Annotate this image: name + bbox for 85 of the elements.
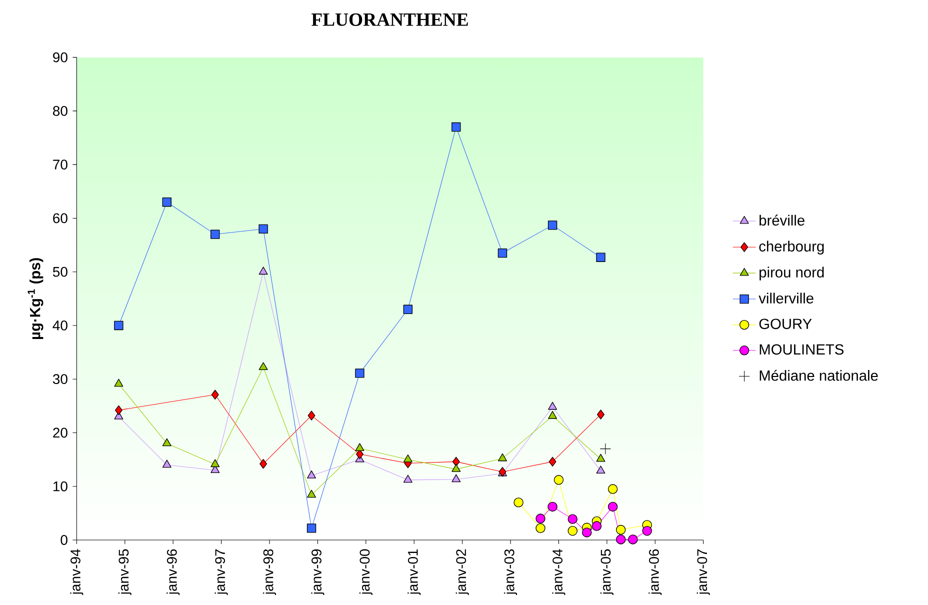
point (258, 266, 268, 275)
point (162, 198, 172, 207)
x-tick-label: janv-97 (214, 549, 228, 595)
y-tick-label: 90 (53, 52, 68, 62)
point (307, 490, 316, 498)
point (597, 410, 604, 420)
x-tick-label: janv-98 (262, 549, 276, 595)
point (355, 443, 364, 452)
y-tick-label: 30 (52, 374, 68, 384)
point (306, 524, 316, 533)
y-tick-label: 50 (52, 266, 68, 277)
point (616, 534, 626, 544)
point (260, 458, 268, 469)
x-tick-label: janv-95 (118, 549, 132, 595)
point (596, 466, 606, 474)
point (452, 464, 461, 472)
point (596, 454, 606, 462)
point (628, 534, 638, 544)
point (258, 362, 268, 370)
point (162, 438, 172, 446)
legend-label: pirou nord (760, 266, 824, 280)
x-tick-label: janv-05 (600, 549, 614, 595)
point (452, 122, 461, 132)
x-tick-label: janv-94 (70, 549, 84, 595)
point (568, 514, 578, 524)
x-tick-label: janv-06 (648, 549, 662, 595)
point (498, 453, 507, 462)
point (548, 502, 558, 512)
point (258, 224, 268, 234)
x-tick-label: janv-99 (311, 549, 324, 595)
point (548, 410, 558, 419)
point (403, 454, 412, 462)
point (548, 220, 558, 230)
point (162, 460, 172, 468)
y-tick-label: 0 (60, 535, 68, 545)
y-tick-label: 20 (53, 428, 68, 438)
point (568, 526, 578, 536)
x-tick-label: janv-96 (166, 549, 180, 595)
point (642, 526, 652, 536)
y-axis-title: µg·Kg$^{-1}$ (ps) (28, 258, 44, 339)
point (210, 230, 220, 239)
x-tick-label: janv-07 (696, 549, 710, 595)
point (355, 368, 364, 378)
legend-label: Médiane nationale (760, 370, 878, 381)
point (114, 405, 122, 416)
y-tick-label: 40 (52, 320, 68, 330)
point (452, 456, 460, 467)
point (592, 521, 602, 531)
chart-title: FLUORANTHENE (311, 13, 468, 26)
point (514, 498, 524, 508)
x-tick-label: janv-03 (504, 549, 518, 595)
legend-label: villerville (758, 292, 814, 304)
x-tick-label: janv-02 (456, 549, 469, 595)
legend-label: MOULINETS (760, 344, 844, 355)
point (596, 252, 606, 262)
point (307, 470, 316, 478)
legend-label: cherbourg (759, 240, 824, 254)
point (600, 443, 612, 454)
point (554, 475, 564, 485)
point (308, 410, 316, 420)
y-tick-label: 60 (53, 213, 68, 224)
point (114, 320, 124, 330)
point (211, 390, 219, 400)
y-tick-label: 80 (53, 106, 68, 116)
point (498, 248, 508, 258)
y-tick-label: 70 (53, 160, 68, 170)
point (114, 378, 124, 387)
point (616, 524, 626, 535)
point (403, 474, 412, 483)
point (608, 502, 618, 512)
point (536, 523, 546, 534)
x-tick-label: janv-00 (359, 549, 372, 595)
legend-label: bréville (760, 214, 804, 226)
point (210, 459, 220, 468)
point (548, 456, 556, 467)
legend-label: GOURY (759, 318, 812, 330)
point (452, 474, 461, 482)
point (403, 304, 413, 314)
x-tick-label: janv-01 (408, 549, 421, 595)
point (536, 514, 546, 524)
y-tick-label: 10 (53, 481, 68, 492)
x-tick-label: janv-04 (552, 549, 566, 595)
point (608, 484, 618, 494)
point (548, 402, 558, 410)
point (582, 528, 592, 538)
